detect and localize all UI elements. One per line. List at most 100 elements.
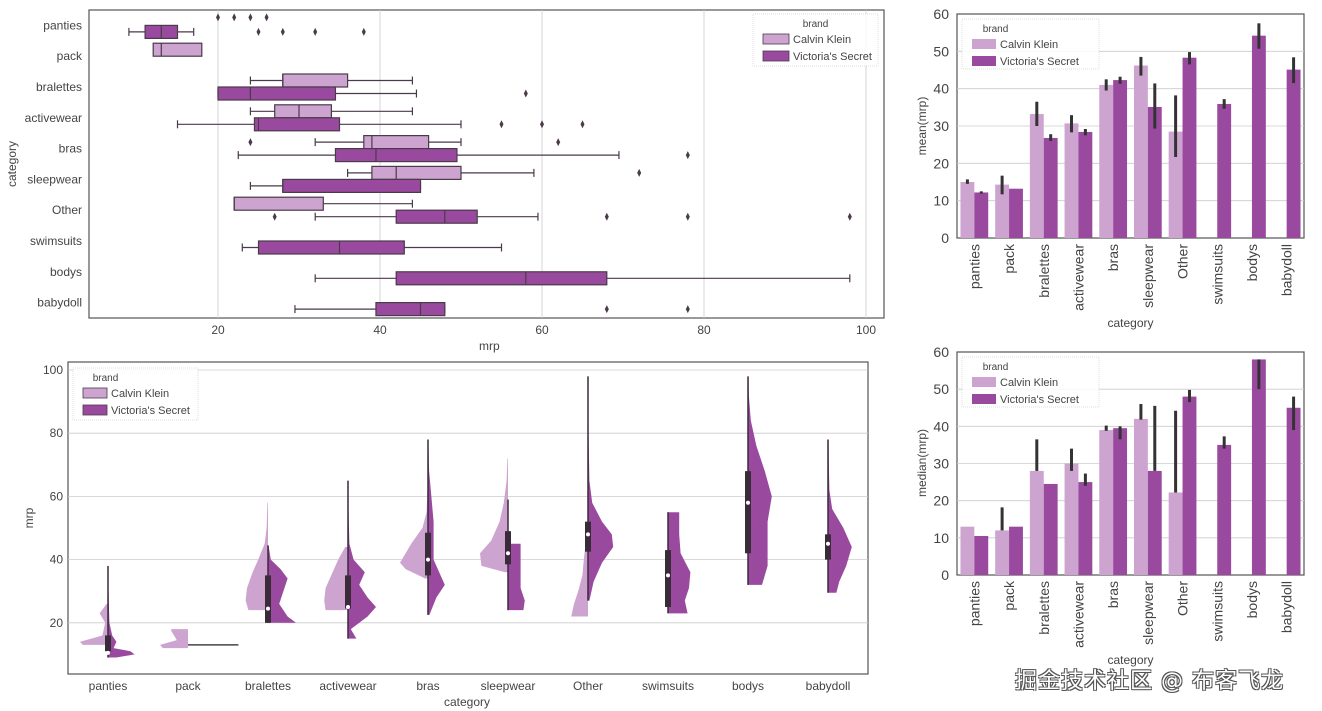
violin-victorias-secret: [668, 512, 691, 614]
flier-point: [248, 13, 253, 22]
bar-calvin-klein: [960, 526, 975, 575]
bar-victorias-secret: [1251, 35, 1266, 238]
x-tick-label: 20: [211, 323, 225, 337]
flier-point: [313, 27, 318, 36]
box: [233, 196, 324, 211]
violin-victorias-secret: [348, 480, 376, 639]
x-tick-label: bras: [416, 679, 439, 693]
legend-label: Calvin Klein: [111, 388, 169, 400]
x-tick-label: babydoll: [806, 679, 851, 693]
violin-victorias-secret: [828, 439, 852, 593]
box: [274, 104, 333, 119]
bar-victorias-secret: [1251, 359, 1266, 575]
x-tick-label: bralettes: [1036, 581, 1052, 635]
legend-swatch: [82, 387, 108, 399]
bar-calvin-klein: [1029, 470, 1044, 575]
legend-label: Calvin Klein: [1000, 39, 1058, 51]
bar-calvin-klein: [1029, 114, 1044, 238]
flier-point: [685, 305, 690, 314]
bar-victorias-secret: [1009, 188, 1023, 238]
y-tick-label: swimsuits: [30, 234, 82, 248]
box: [334, 148, 458, 163]
median-dot: [346, 605, 350, 609]
box-victoria-s-secret: [272, 209, 852, 224]
flier-point: [637, 168, 642, 177]
box-calvin-klein: [233, 196, 413, 211]
bar-victorias-secret: [974, 192, 989, 238]
flier-point: [685, 151, 690, 160]
y-tick-label: 60: [933, 6, 949, 22]
flier-point: [280, 27, 285, 36]
bar-calvin-klein: [1099, 430, 1114, 575]
y-axis-label: mean(mrp): [915, 97, 929, 156]
bar-calvin-klein: [995, 530, 1010, 575]
x-tick-label: bralettes: [245, 679, 291, 693]
x-tick-label: swimsuits: [642, 679, 694, 693]
plot-area: [88, 9, 885, 319]
box: [371, 165, 462, 180]
y-tick-label: activewear: [25, 111, 82, 125]
box-calvin-klein: [248, 135, 561, 150]
flier-point: [248, 138, 253, 147]
x-tick-label: sleepwear: [1140, 581, 1156, 645]
box: [395, 209, 478, 224]
y-tick-label: 0: [941, 230, 949, 246]
bar-victorias-secret: [974, 535, 989, 575]
legend: brand Calvin Klein Victoria's Secret: [961, 18, 1100, 70]
y-tick-label: 0: [941, 567, 949, 583]
bar-victorias-secret: [1113, 80, 1128, 238]
flier-point: [361, 27, 366, 36]
legend-title: brand: [983, 24, 1009, 35]
median-dot: [666, 573, 670, 578]
bar-victorias-secret: [1113, 428, 1128, 575]
box-victoria-s-secret: [249, 178, 422, 193]
box-victoria-s-secret: [241, 240, 503, 255]
median-dot: [746, 500, 750, 505]
legend-label: Victoria's Secret: [111, 405, 190, 417]
y-tick-label: panties: [43, 18, 82, 32]
x-tick-label: activewear: [319, 679, 376, 693]
violin-victorias-secret: [588, 376, 614, 601]
median-bar-chart: 0 10 20 30 40 50 60 median(mrp) panties pack brale…: [915, 344, 1305, 667]
violin-victorias-secret: [508, 543, 525, 611]
x-tick-label: swimsuits: [1209, 581, 1225, 642]
inner-box: [585, 521, 591, 552]
x-tick-label: 40: [373, 323, 387, 337]
x-tick-label: bodys: [1244, 244, 1260, 281]
box: [217, 86, 337, 101]
legend: brand Calvin Klein Victoria's Secret: [752, 13, 879, 67]
x-tick-label: bodys: [1244, 581, 1260, 618]
box-victoria-s-secret: [237, 148, 690, 163]
flier-point: [232, 13, 237, 22]
box-victoria-s-secret: [314, 271, 851, 286]
flier-point: [216, 13, 220, 22]
y-tick-label: 100: [43, 363, 63, 377]
y-tick-label: 10: [933, 193, 949, 209]
y-tick-label: 30: [933, 456, 949, 472]
y-tick-label: 30: [933, 118, 949, 134]
x-tick-label: pack: [1001, 580, 1017, 611]
box: [282, 73, 349, 88]
bar-victorias-secret: [1078, 131, 1093, 238]
legend-label: Victoria's Secret: [793, 51, 872, 63]
x-tick-label: Other: [1175, 581, 1191, 616]
x-tick-label: babydoll: [1279, 244, 1295, 296]
bar-calvin-klein: [1099, 84, 1114, 238]
x-axis-label: category: [1107, 316, 1153, 330]
inner-box: [105, 635, 111, 652]
median-dot: [266, 606, 270, 611]
legend-swatch: [972, 394, 996, 404]
inner-box: [265, 575, 271, 623]
flier-point: [556, 138, 561, 147]
inner-box: [825, 534, 831, 560]
box: [363, 135, 430, 150]
legend-title: brand: [803, 19, 829, 30]
x-tick-label: Other: [573, 679, 603, 693]
y-tick-label: 40: [50, 553, 64, 567]
legend-label: Victoria's Secret: [1000, 56, 1079, 68]
x-tick-label: sleepwear: [481, 679, 536, 693]
bar-victorias-secret: [1217, 103, 1232, 239]
y-tick-label: 60: [50, 489, 64, 503]
bar-calvin-klein: [1064, 463, 1079, 575]
y-tick-label: 20: [933, 493, 949, 509]
